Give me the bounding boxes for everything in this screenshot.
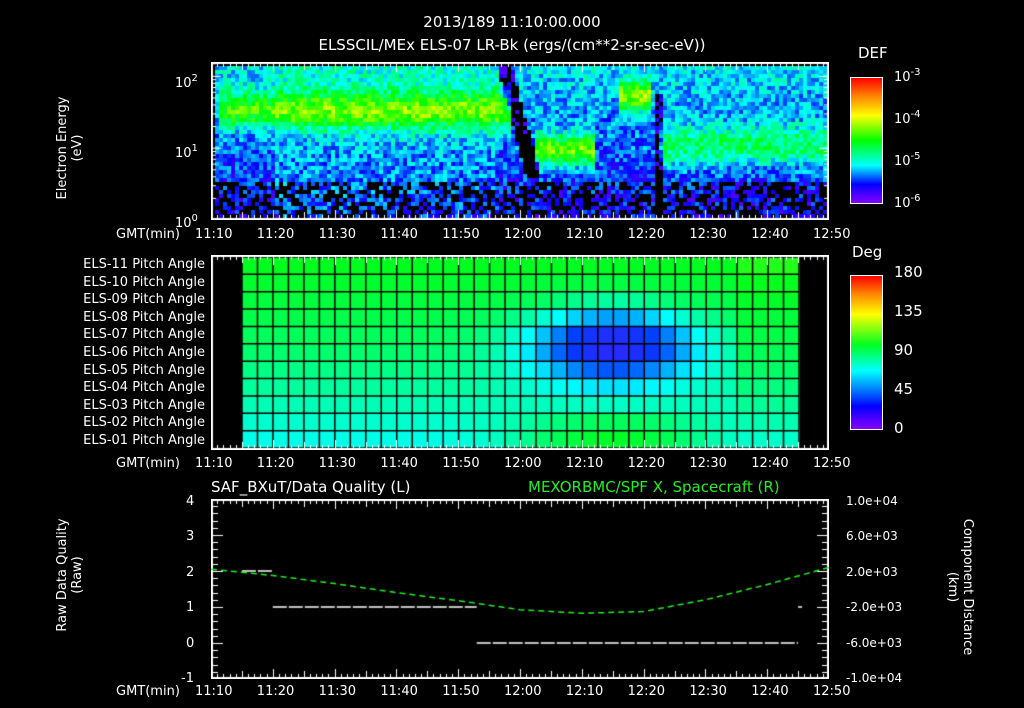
- quality-ylabel-right-line2: (km): [945, 571, 960, 603]
- product-title: ELSSCIL/MEx ELS-07 LR-Bk (ergs/(cm**2-sr…: [318, 36, 706, 54]
- energy-ytick-100: 102: [175, 73, 198, 91]
- def-tick-1e-3: 10-3: [894, 67, 921, 85]
- x-tick-label: 12:40: [751, 456, 789, 471]
- pitch-angle-plot: [211, 255, 829, 450]
- energy-ytick-1: 100: [175, 213, 198, 231]
- x-tick-label: 12:00: [504, 456, 542, 471]
- x-tick-label: 12:50: [813, 227, 851, 242]
- quality-line-plot: [211, 499, 829, 679]
- x-tick-label: 11:30: [318, 684, 357, 699]
- energy-x-axis: GMT(min) 11:10 11:20 11:30 11:40 11:50 12:00 12…: [0, 227, 1024, 243]
- deg-tick-90: 90: [894, 341, 914, 359]
- x-tick-label: 12:40: [751, 227, 789, 242]
- left-tick-3: 3: [186, 529, 195, 544]
- pitch-row-label: ELS-10 Pitch Angle: [83, 274, 205, 290]
- x-tick-label: 12:00: [504, 684, 542, 699]
- quality-title-right: MEXORBMC/SPF X, Spacecraft (R): [528, 478, 780, 496]
- pitch-row-label: ELS-09 Pitch Angle: [83, 292, 205, 308]
- x-tick-label: 11:40: [380, 456, 418, 471]
- right-tick-neg2e3: -2.0e+03: [846, 600, 903, 614]
- def-tick-1e-6: 10-6: [894, 193, 921, 211]
- x-tick-label: 12:10: [565, 684, 604, 699]
- left-tick-neg1: -1: [181, 671, 194, 686]
- x-tick-label: 11:50: [442, 227, 480, 242]
- x-tick-label: 11:30: [318, 227, 357, 242]
- x-tick-label: 12:20: [627, 227, 666, 242]
- x-axis-label: GMT(min): [116, 684, 180, 699]
- def-tick-1e-4: 10-4: [894, 109, 921, 127]
- left-tick-0: 0: [186, 636, 195, 651]
- x-tick-label: 11:30: [318, 456, 357, 471]
- quality-ylabel-left-line1: Raw Data Quality: [55, 518, 70, 632]
- quality-ylabel-left-line2: (Raw): [70, 556, 85, 594]
- energy-spectrogram-plot: [211, 62, 829, 220]
- x-tick-label: 11:40: [380, 227, 418, 242]
- left-tick-2: 2: [186, 565, 195, 580]
- quality-ylabel-left: Raw Data Quality (Raw): [55, 495, 85, 655]
- energy-ytick-10: 101: [175, 143, 198, 161]
- pitch-row-label: ELS-06 Pitch Angle: [83, 345, 205, 360]
- energy-ylabel: Electron Energy (eV): [55, 68, 85, 228]
- right-tick-1e4: 1.0e+04: [846, 494, 898, 508]
- x-tick-label: 11:40: [380, 684, 418, 699]
- right-tick-neg6e3: -6.0e+03: [846, 636, 903, 650]
- right-tick-neg1e4: -1.0e+04: [846, 671, 903, 685]
- x-tick-label: 12:30: [689, 456, 727, 471]
- x-tick-label: 11:20: [256, 456, 295, 471]
- x-tick-label: 11:10: [195, 684, 233, 699]
- x-tick-label: 12:40: [751, 684, 789, 699]
- x-tick-label: 12:20: [627, 456, 666, 471]
- x-tick-label: 12:50: [813, 456, 851, 471]
- energy-ylabel-line2: (eV): [70, 134, 85, 162]
- time-title: 2013/189 11:10:00.000: [423, 13, 601, 31]
- energy-ylabel-line1: Electron Energy: [55, 96, 70, 200]
- quality-x-axis: GMT(min) 11:10 11:20 11:30 11:40 11:50 12:00 12…: [0, 684, 1024, 700]
- def-tick-1e-5: 10-5: [894, 151, 921, 169]
- pitch-row-label: ELS-05 Pitch Angle: [83, 362, 205, 378]
- def-colorbar: [850, 77, 883, 204]
- deg-colorbar-label: Deg: [852, 243, 883, 261]
- x-tick-label: 12:20: [627, 684, 666, 699]
- x-tick-label: 11:20: [256, 684, 295, 699]
- x-axis-label: GMT(min): [116, 227, 180, 242]
- deg-tick-135: 135: [894, 302, 923, 320]
- pitch-x-axis: GMT(min) 11:10 11:20 11:30 11:40 11:50 12:00 12…: [0, 456, 1024, 472]
- pitch-row-label: ELS-04 Pitch Angle: [83, 380, 205, 396]
- deg-colorbar: [850, 275, 883, 430]
- def-colorbar-label: DEF: [858, 44, 888, 62]
- x-tick-label: 12:00: [504, 227, 542, 242]
- right-tick-2e3: 2.0e+03: [846, 565, 898, 579]
- energy-spectrogram-panel: Electron Energy (eV) 102 101 100: [0, 55, 1024, 250]
- deg-tick-0: 0: [894, 419, 904, 437]
- x-tick-label: 11:10: [195, 227, 233, 242]
- quality-ylabel-right: Component Distance (km): [945, 507, 975, 667]
- left-tick-4: 4: [186, 494, 195, 509]
- pitch-row-label: ELS-03 Pitch Angle: [83, 397, 205, 413]
- right-tick-6e3: 6.0e+03: [846, 529, 898, 543]
- x-tick-label: 11:50: [442, 684, 480, 699]
- x-tick-label: 12:10: [565, 227, 604, 242]
- pitch-row-label: ELS-07 Pitch Angle: [83, 327, 205, 343]
- x-tick-label: 11:50: [442, 456, 480, 471]
- left-tick-1: 1: [186, 600, 195, 615]
- x-tick-label: 12:30: [689, 227, 727, 242]
- x-tick-label: 12:50: [813, 684, 851, 699]
- pitch-row-label: ELS-11 Pitch Angle: [83, 257, 205, 272]
- pitch-row-label: ELS-01 Pitch Angle: [83, 433, 205, 448]
- x-tick-label: 11:10: [195, 456, 233, 471]
- quality-title-left: SAF_BXuT/Data Quality (L): [211, 478, 411, 496]
- pitch-row-label: ELS-08 Pitch Angle: [83, 309, 205, 325]
- x-axis-label: GMT(min): [116, 456, 180, 471]
- deg-tick-180: 180: [894, 263, 923, 281]
- x-tick-label: 11:20: [256, 227, 295, 242]
- deg-tick-45: 45: [894, 380, 914, 398]
- quality-ylabel-right-line1: Component Distance: [960, 518, 975, 656]
- x-tick-label: 12:30: [689, 684, 727, 699]
- pitch-row-label: ELS-02 Pitch Angle: [83, 415, 205, 431]
- x-tick-label: 12:10: [565, 456, 604, 471]
